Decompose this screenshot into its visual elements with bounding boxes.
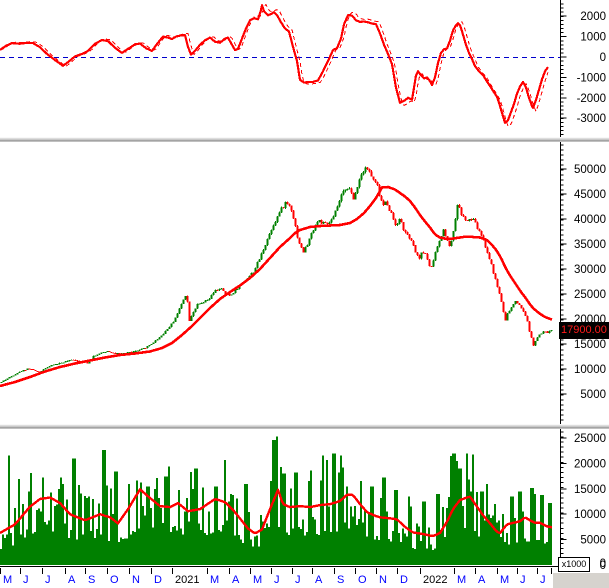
y-tick-label: 5000: [580, 389, 606, 401]
x-tick-label: A: [68, 574, 76, 586]
x-tick-label: O: [110, 574, 119, 586]
last-price-tag: 17900.00: [559, 322, 609, 339]
y-tick-label: 15000: [574, 339, 606, 351]
y-tick-label: 50000: [574, 164, 606, 176]
x-tick-label: D: [154, 574, 162, 586]
x-tick-label: O: [358, 574, 367, 586]
y-tick-label: 45000: [574, 189, 606, 201]
x-tick-label: M: [500, 574, 509, 586]
x-tick-label: N: [132, 574, 140, 586]
x-tick-label: J: [295, 574, 301, 586]
price-y-axis: 5000045000400003500030000250002000015000…: [560, 142, 606, 424]
y-tick-label: 35000: [574, 239, 606, 251]
y-tick-label: 30000: [574, 264, 606, 276]
x-tick-label: D: [400, 574, 408, 586]
price-ma-line: [0, 185, 553, 388]
volume-zero-label: 0: [599, 558, 606, 570]
x-tick-label: A: [232, 574, 240, 586]
x-axis: M J J A S O N D 2021 M A M J J A S O N D 2022 M A M J J: [0, 566, 561, 586]
x-tick-label: J: [520, 574, 526, 586]
y-tick-label: 25000: [574, 289, 606, 301]
oscillator-y-axis: 2000 1000 0 -1000 -2000 -3000: [560, 0, 606, 137]
oscillator-line: [0, 4, 549, 124]
x-tick-label: M: [457, 574, 466, 586]
volume-ma-line: [0, 488, 553, 538]
panel-splitter[interactable]: [0, 137, 609, 142]
y-tick-label: 0: [600, 560, 606, 572]
x-tick-label: M: [3, 574, 12, 586]
x-tick-label: J: [540, 574, 546, 586]
y-tick-label: -3000: [577, 113, 606, 125]
x-tick-label: S: [88, 574, 95, 586]
x-tick-label: J: [23, 574, 29, 586]
y-tick-label: 40000: [574, 214, 606, 226]
x-tick-label: 2021: [175, 574, 199, 586]
y-tick-label: 5000: [580, 535, 606, 547]
x-tick-label: J: [45, 574, 51, 586]
x-tick-label: N: [379, 574, 387, 586]
y-tick-label: 0: [600, 52, 606, 64]
y-tick-label: 10000: [574, 364, 606, 376]
x-tick-label: 2022: [423, 574, 447, 586]
x-tick-label: A: [478, 574, 486, 586]
y-tick-label: -2000: [577, 93, 606, 105]
y-tick-label: 20000: [574, 459, 606, 471]
y-tick-label: 15000: [574, 484, 606, 496]
volume-unit-box: x1000: [558, 557, 590, 572]
x-tick-label: S: [337, 574, 344, 586]
x-tick-label: M: [253, 574, 262, 586]
oscillator-panel[interactable]: [0, 3, 560, 128]
x-tick-label: M: [210, 574, 219, 586]
axis-corner: [553, 573, 609, 588]
x-tick-label: J: [274, 574, 280, 586]
y-tick-label: 1000: [580, 32, 606, 44]
price-panel[interactable]: [0, 166, 553, 388]
volume-y-axis: 25000 20000 15000 10000 5000 0: [560, 429, 606, 572]
oscillator-signal-line: [0, 3, 549, 128]
y-tick-label: 25000: [574, 433, 606, 445]
y-tick-label: -1000: [577, 72, 606, 84]
y-tick-label: 2000: [580, 11, 606, 23]
x-tick-label: A: [315, 574, 323, 586]
y-tick-label: 10000: [574, 509, 606, 521]
volume-panel[interactable]: [0, 436, 553, 565]
panel-splitter[interactable]: [0, 424, 609, 429]
